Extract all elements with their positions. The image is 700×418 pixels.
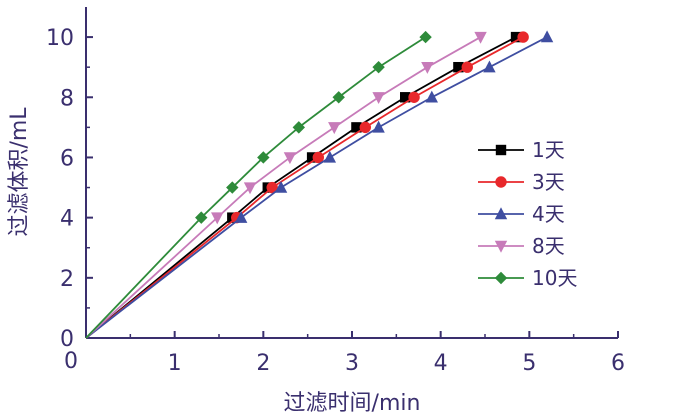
- legend-marker: [495, 144, 507, 156]
- series-line: [85, 36, 548, 339]
- x-tick-label: 6: [611, 351, 625, 376]
- data-point: [283, 152, 297, 165]
- data-point: [306, 152, 318, 163]
- legend-label: 4天: [532, 202, 565, 226]
- y-axis-title: 过滤体积/mL: [7, 107, 32, 237]
- data-point: [359, 121, 371, 134]
- legend-item: 1天: [478, 138, 565, 162]
- data-point: [408, 91, 420, 103]
- x-tick-label: 5: [522, 351, 536, 376]
- x-tick-label: 3: [345, 351, 359, 376]
- data-point: [372, 92, 385, 104]
- y-tick-label: 6: [60, 146, 74, 171]
- y-tick-label: 4: [60, 207, 74, 232]
- legend-marker: [495, 176, 507, 188]
- data-point: [372, 60, 385, 74]
- data-point: [372, 120, 385, 133]
- legend: 1天 3天 4天 8天 10天: [478, 138, 577, 290]
- data-point: [234, 210, 248, 223]
- series-3: [85, 30, 554, 339]
- series-1: [85, 31, 522, 339]
- data-point: [292, 121, 305, 134]
- x-tick-label: 4: [434, 351, 448, 376]
- y-tick-label: 2: [60, 267, 74, 292]
- legend-label: 1天: [532, 138, 565, 162]
- data-point: [425, 90, 438, 103]
- data-point: [510, 31, 522, 43]
- data-point: [483, 60, 496, 73]
- data-point: [421, 61, 434, 74]
- data-point: [328, 122, 341, 135]
- data-point: [312, 151, 325, 164]
- data-point: [243, 182, 257, 195]
- legend-item: 4天: [478, 202, 565, 226]
- legend-item: 8天: [478, 234, 565, 258]
- data-point: [266, 181, 278, 194]
- data-point: [351, 122, 362, 133]
- legend-label: 8天: [532, 234, 565, 258]
- y-tick-label: 10: [46, 26, 74, 51]
- data-point: [419, 30, 432, 44]
- data-point: [274, 180, 288, 193]
- y-tick-label: 0: [60, 327, 74, 352]
- series-4: [85, 31, 487, 339]
- legend-label: 3天: [532, 170, 565, 194]
- series-2: [85, 31, 529, 339]
- series-layer: [85, 30, 554, 339]
- data-point: [474, 31, 487, 44]
- x-tick-label: 1: [168, 351, 182, 376]
- data-point: [540, 30, 554, 43]
- data-point: [226, 181, 239, 194]
- origin-label: 0: [64, 349, 78, 374]
- data-point: [195, 211, 208, 224]
- legend-label: 10天: [532, 266, 577, 290]
- series-line: [85, 36, 427, 339]
- legend-item: 10天: [478, 266, 577, 290]
- series-line: [85, 36, 524, 339]
- series-5: [85, 30, 432, 339]
- legend-item: 3天: [478, 170, 565, 194]
- x-tick-label: 2: [256, 351, 270, 376]
- legend-marker: [494, 271, 508, 285]
- data-point: [517, 31, 529, 43]
- series-line: [85, 36, 517, 339]
- legend-marker: [494, 240, 508, 253]
- y-tick-label: 8: [60, 86, 74, 111]
- data-point: [453, 61, 464, 73]
- x-axis-title: 过滤时间/min: [284, 391, 421, 416]
- legend-marker: [494, 207, 508, 220]
- data-point: [211, 212, 224, 225]
- data-point: [323, 150, 337, 163]
- data-point: [461, 61, 473, 73]
- data-point: [332, 91, 345, 104]
- data-point: [400, 92, 411, 103]
- data-point: [257, 151, 270, 164]
